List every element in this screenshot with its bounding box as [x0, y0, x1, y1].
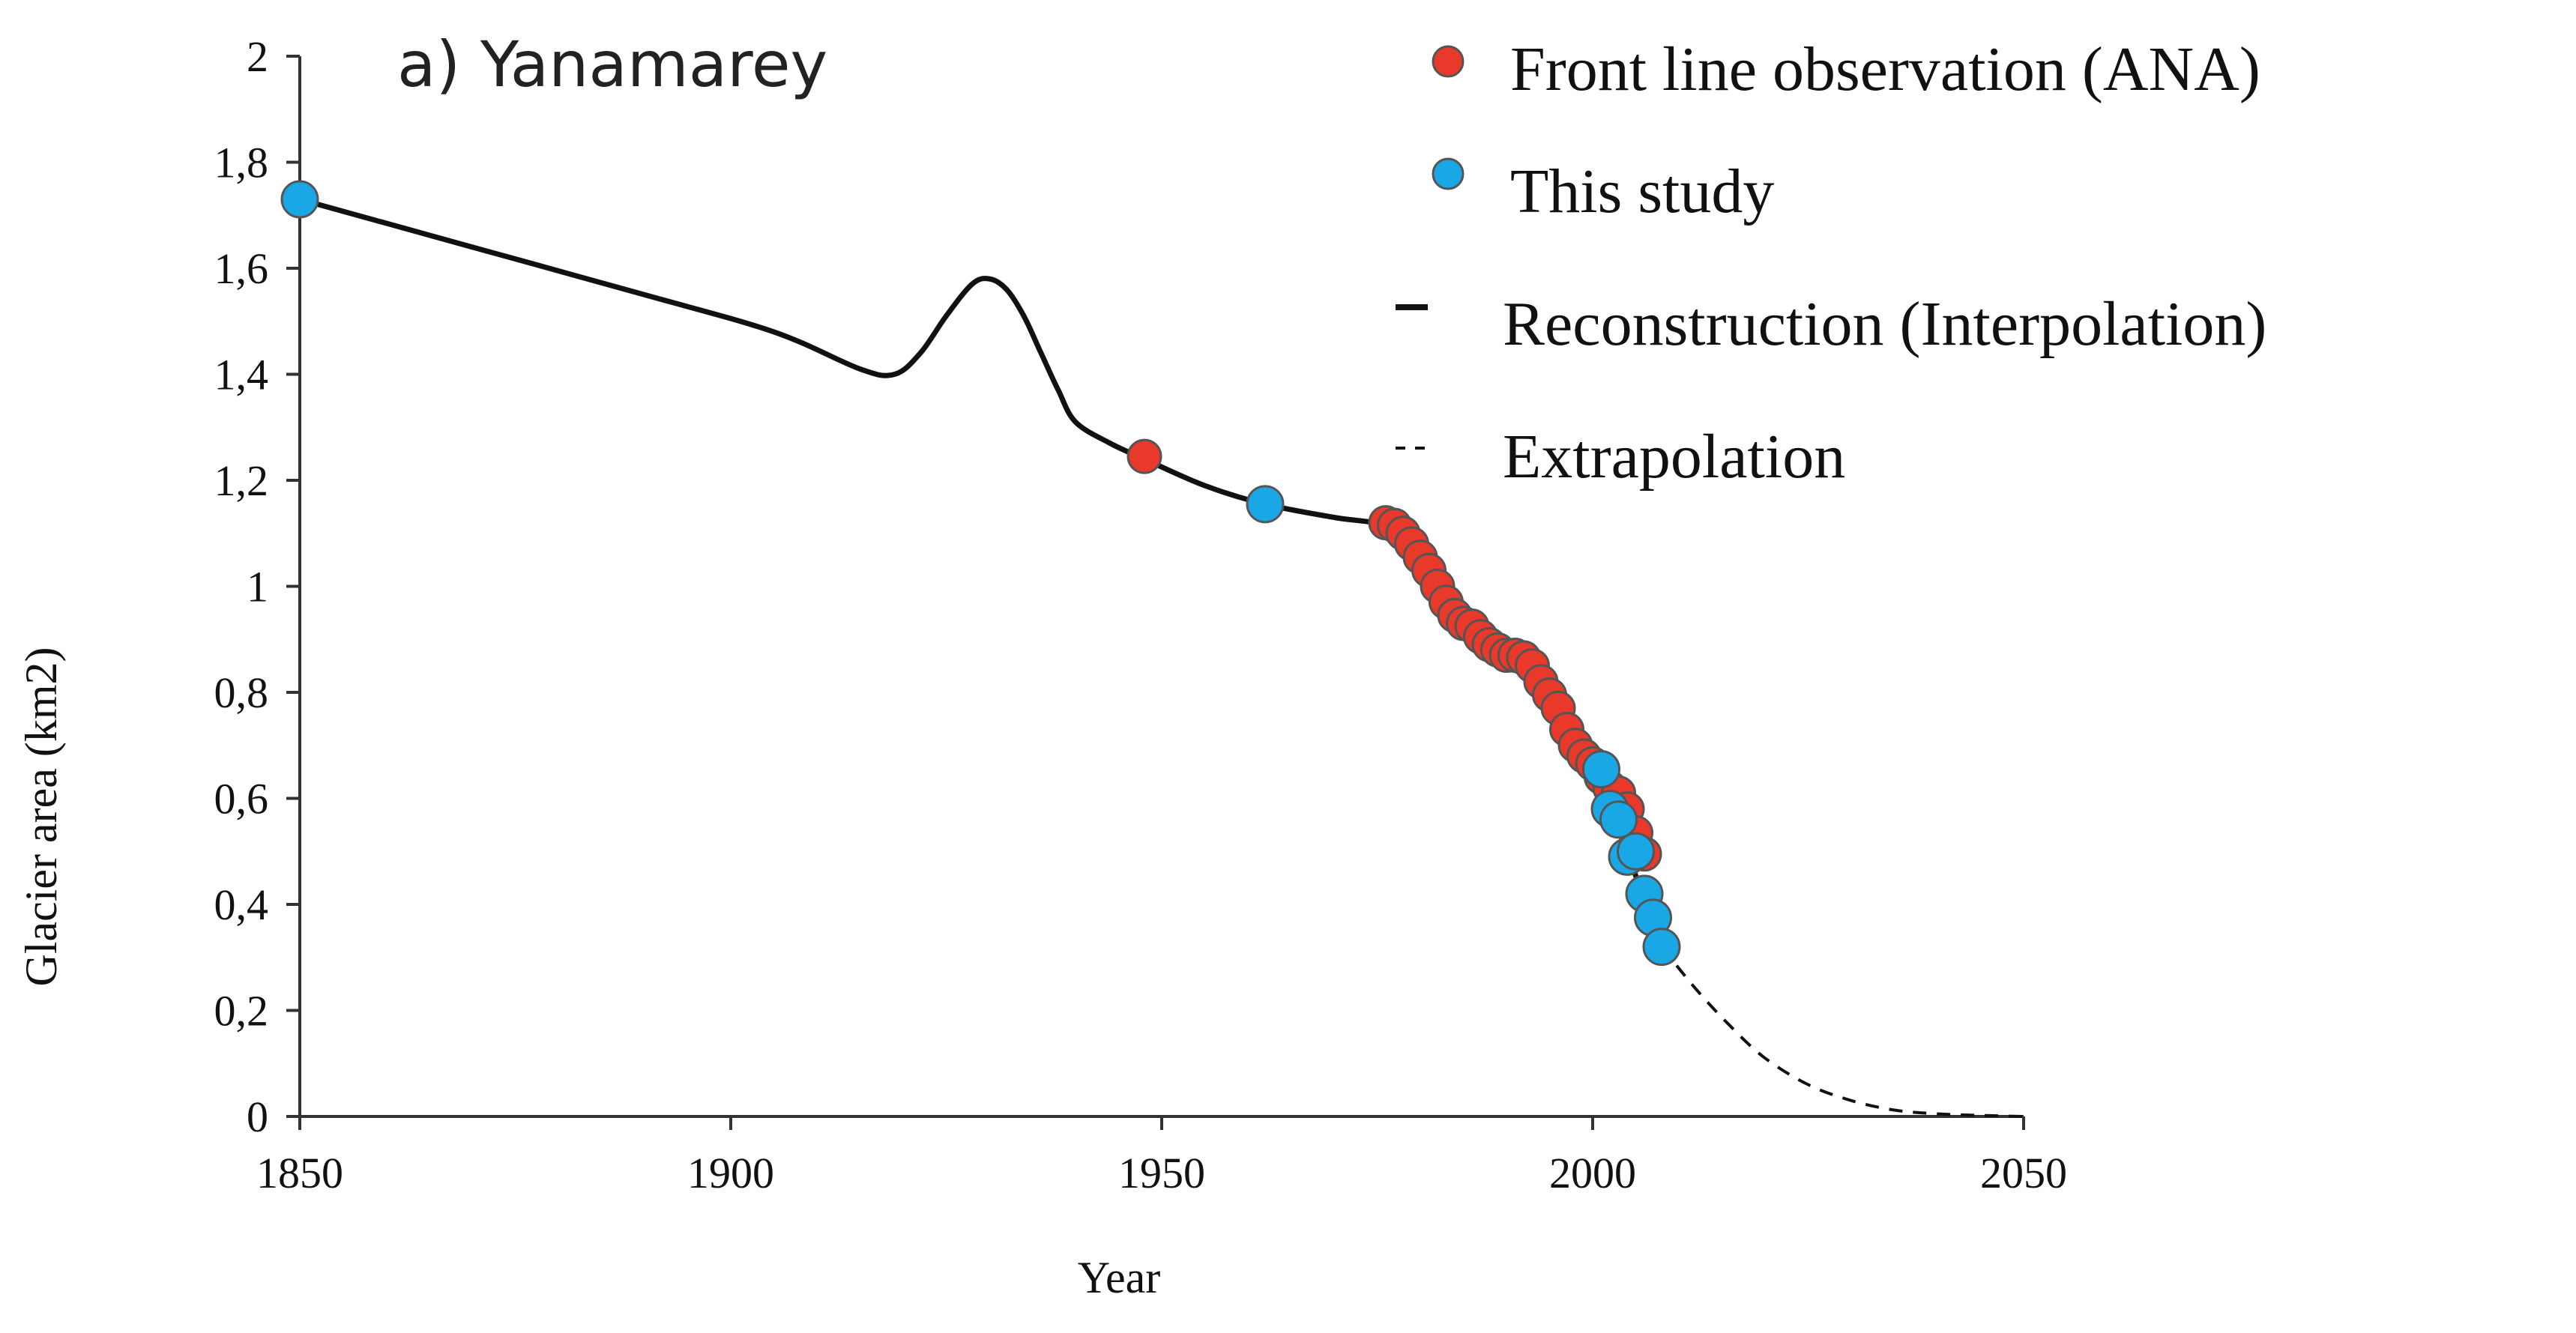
- legend-marker-front-line: [1432, 45, 1465, 78]
- x-tick-label: 1900: [687, 1149, 774, 1197]
- x-axis-title: Year: [1078, 1253, 1161, 1302]
- plot-points: [280, 180, 1681, 967]
- legend-label-reconstruction: Reconstruction (Interpolation): [1503, 289, 2266, 359]
- front-line-observation-point: [1126, 438, 1162, 474]
- y-tick-label: 0,4: [214, 880, 269, 929]
- y-tick-label: 1,6: [214, 244, 269, 293]
- x-tick-label: 2050: [1980, 1149, 2067, 1197]
- y-axis-title: Glacier area (km2): [16, 647, 66, 986]
- y-tick-label: 0,2: [214, 987, 269, 1036]
- legend-label-extrapolation: Extrapolation: [1503, 422, 1845, 492]
- y-tick-label: 1: [247, 563, 268, 611]
- legend-label-this-study: This study: [1510, 157, 1774, 226]
- y-ticks: 0 0,2 0,4 0,6 0,8 1 1,2 1,4 1,6 1,8 2: [214, 32, 300, 1141]
- y-tick-label: 0,8: [214, 668, 269, 717]
- this-study-point: [1599, 800, 1638, 839]
- y-tick-label: 0: [247, 1092, 268, 1141]
- y-tick-label: 1,8: [214, 139, 269, 187]
- legend-marker-this-study: [1432, 157, 1465, 190]
- y-tick-label: 0,6: [214, 775, 269, 823]
- legend-label-front-line: Front line observation (ANA): [1510, 34, 2260, 104]
- this-study-point: [1617, 832, 1655, 871]
- x-tick-label: 2000: [1549, 1149, 1636, 1197]
- y-tick-label: 1,4: [214, 351, 269, 399]
- x-tick-label: 1950: [1118, 1149, 1205, 1197]
- chart-title: a) Yanamarey: [397, 28, 827, 101]
- extrapolation-line: [1660, 946, 2024, 1118]
- legend: Front line observation (ANA) This study …: [1396, 34, 2266, 492]
- y-tick-label: 1,2: [214, 456, 269, 505]
- this-study-point: [280, 180, 319, 219]
- y-tick-label: 2: [247, 32, 268, 81]
- this-study-point: [1246, 485, 1285, 524]
- this-study-point: [1582, 750, 1620, 789]
- x-tick-label: 1850: [256, 1149, 343, 1197]
- this-study-point: [1642, 928, 1681, 967]
- x-ticks: 1850 1900 1950 2000 2050: [256, 1116, 2067, 1197]
